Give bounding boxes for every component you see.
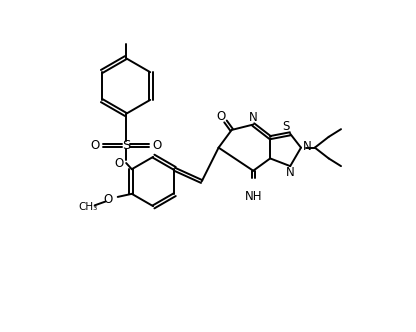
Text: S: S — [282, 120, 290, 132]
Text: O: O — [104, 193, 113, 206]
Text: O: O — [152, 139, 161, 152]
Text: N: N — [249, 111, 258, 124]
Text: NH: NH — [245, 191, 262, 204]
Text: N: N — [303, 139, 312, 153]
Text: N: N — [286, 166, 295, 179]
Text: S: S — [122, 139, 130, 152]
Text: O: O — [216, 110, 225, 124]
Text: O: O — [91, 139, 100, 152]
Text: O: O — [115, 157, 124, 170]
Text: CH₃: CH₃ — [78, 202, 97, 212]
